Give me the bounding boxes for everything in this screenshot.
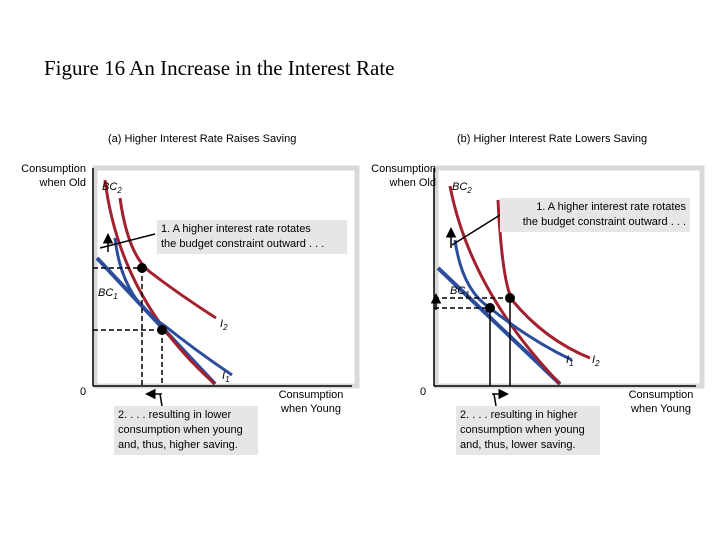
panel-a-i2-label: I2 [220,318,228,332]
panel-b-budget-constraint-bc2 [448,185,562,386]
bc1-symbol: BC [98,287,114,299]
panel-a-x-label-line1: Consumption [278,389,344,401]
panel-b-note2-leader [493,393,497,407]
panel-a-optimum-new [137,263,147,273]
panel-a-note2-line1: 2. . . . resulting in lower [118,409,232,421]
panel-a-budget-constraint-bc2 [103,179,216,386]
bc2-subscript: 2 [117,186,122,196]
bc2-symbol: BC [452,181,468,193]
panel-a-note2-line3: and, thus, higher saving. [118,439,238,451]
panel-a-note2-line2: consumption when young [118,424,243,436]
panel-b-note2-line1: 2. . . . resulting in higher [460,409,578,421]
panel-b-origin: 0 [420,386,427,398]
panel-a-indifference-curve-i1 [113,237,233,377]
i1-symbol: I [222,370,226,382]
panel-b-note1-leader [451,214,501,246]
panel-b-optimum-new [505,293,515,303]
panel-b-y-label-line1: Consumption [371,163,436,175]
bc1-subscript: 1 [113,292,118,302]
panel-a-y-label-line2: when Old [39,177,86,189]
panel-b-note1-line1: 1. A higher interest rate rotates [536,201,686,213]
panel-b-note2-line2: consumption when young [460,424,585,436]
panel-a-note-consumption: 2. . . . resulting in lower consumption … [114,406,258,455]
i2-subscript: 2 [595,359,600,369]
panel-a-i1-label: I1 [222,370,230,384]
i1-subscript: 1 [225,375,230,385]
panel-b-i1-label: I1 [566,354,574,368]
panel-a-x-label-line2: when Young [281,403,341,415]
bc1-symbol: BC [450,285,466,297]
i2-symbol: I [592,354,596,366]
panel-a-y-label-line1: Consumption [21,163,86,175]
panel-a-bc1-label: BC1 [98,287,118,301]
panel-b-note2-line3: and, thus, lower saving. [460,439,576,451]
bc2-symbol: BC [102,181,118,193]
panel-a-note2-leader [159,393,163,407]
i2-symbol: I [220,318,224,330]
panel-b-optimum-old [485,303,495,313]
panel-b-x-label-line2: when Young [631,403,691,415]
i1-subscript: 1 [569,359,574,369]
bc2-subscript: 2 [467,186,472,196]
panel-b-y-axis-label: Consumption when Old [352,162,436,190]
panel-a-optimum-old [157,325,167,335]
panel-a-origin: 0 [80,386,87,398]
panel-b-note-rotation: 1. A higher interest rate rotates the bu… [500,198,690,232]
figure-title: Figure 16 An Increase in the Interest Ra… [44,56,395,80]
panel-a-note1-line2: the budget constraint outward . . . [161,238,325,250]
panel-b-i2-label: I2 [592,354,600,368]
panel-b-bc1-label: BC1 [450,285,470,299]
panel-b-budget-constraint-bc1 [436,266,562,386]
panel-b-bc2-label: BC2 [452,181,472,195]
i1-symbol: I [566,354,570,366]
panel-b-title: (b) Higher Interest Rate Lowers Saving [457,133,648,145]
panel-a-note1-leader [99,233,156,249]
panel-b-note1-line2: the budget constraint outward . . . [522,216,686,228]
panel-b-y-label-line2: when Old [389,177,436,189]
panel-a-indifference-curve-i2 [118,197,217,320]
bc1-subscript: 1 [465,290,470,300]
panel-b-x-axis-label: Consumption when Young [616,388,706,416]
panel-a-title: (a) Higher Interest Rate Raises Saving [108,133,297,145]
panel-b-note-consumption: 2. . . . resulting in higher consumption… [456,406,600,455]
panel-a-bc2-label: BC2 [102,181,122,195]
panel-a-note-rotation: 1. A higher interest rate rotates the bu… [157,220,347,254]
panel-b-x-label-line1: Consumption [628,389,694,401]
panel-a-y-axis-label: Consumption when Old [6,162,86,190]
i2-subscript: 2 [223,323,228,333]
panel-a-note1-line1: 1. A higher interest rate rotates [161,223,311,235]
panel-a-x-axis-label: Consumption when Young [266,388,356,416]
